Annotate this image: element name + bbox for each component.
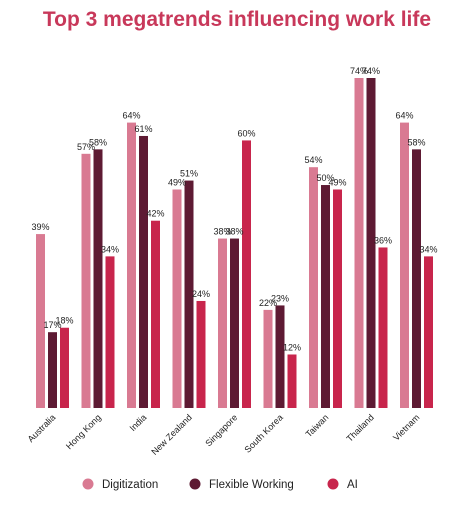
bar-new-zealand-digitization <box>172 189 182 408</box>
value-label-singapore-flexible-working: 38% <box>225 227 243 237</box>
x-tick-new-zealand: New Zealand <box>149 412 194 457</box>
x-tick-india: India <box>128 412 149 433</box>
bar-vietnam-digitization <box>400 122 409 408</box>
chart-title: Top 3 megatrends influencing work life <box>42 8 432 31</box>
bar-india-digitization <box>127 122 136 408</box>
bar-australia-flexible-working <box>48 332 57 408</box>
legend-marker-digitization <box>82 478 94 490</box>
legend: Digitization Flexible Working AI <box>82 478 358 491</box>
value-label-vietnam-ai: 34% <box>419 244 437 254</box>
bar-australia-digitization <box>36 234 45 408</box>
value-label-taiwan-flexible-working: 50% <box>316 173 334 183</box>
value-label-thailand-digitization: 74% <box>350 66 368 76</box>
value-label-south-korea-ai: 12% <box>283 342 301 352</box>
bar-south-korea-ai <box>287 354 297 408</box>
legend-label-digitization: Digitization <box>102 479 158 491</box>
x-tick-hong-kong: Hong Kong <box>64 412 103 451</box>
legend-label-flexible-working: Flexible Working <box>209 479 294 491</box>
bar-vietnam-flexible-working <box>412 149 421 408</box>
value-label-australia-ai: 18% <box>55 316 73 326</box>
bar-new-zealand-flexible-working <box>184 180 194 408</box>
value-label-thailand-ai: 36% <box>374 235 392 245</box>
value-label-australia-digitization: 39% <box>31 222 49 232</box>
bar-hong-kong-flexible-working <box>93 149 103 408</box>
value-label-india-flexible-working: 61% <box>134 124 152 134</box>
bar-australia-ai <box>60 327 69 408</box>
bar-singapore-digitization <box>218 238 227 408</box>
x-tick-australia: Australia <box>26 412 58 444</box>
value-label-south-korea-flexible-working: 23% <box>271 293 289 303</box>
value-label-singapore-ai: 60% <box>237 128 255 138</box>
legend-marker-flexible-working <box>189 478 201 490</box>
bar-south-korea-digitization <box>263 309 273 408</box>
value-label-australia-flexible-working: 17% <box>43 320 61 330</box>
x-tick-taiwan: Taiwan <box>304 412 331 439</box>
bar-hong-kong-ai <box>105 256 115 408</box>
value-label-new-zealand-ai: 24% <box>192 289 210 299</box>
value-label-south-korea-digitization: 22% <box>259 298 277 308</box>
value-label-singapore-digitization: 38% <box>213 227 231 237</box>
bar-thailand-flexible-working <box>366 78 376 408</box>
bar-singapore-flexible-working <box>230 238 239 408</box>
bar-india-ai <box>151 220 160 408</box>
x-tick-singapore: Singapore <box>203 412 239 448</box>
bar-south-korea-flexible-working <box>275 305 285 408</box>
value-label-hong-kong-ai: 34% <box>101 244 119 254</box>
bar-taiwan-ai <box>333 189 342 408</box>
value-label-india-digitization: 64% <box>122 111 140 121</box>
value-label-new-zealand-flexible-working: 51% <box>180 169 198 179</box>
legend-label-ai: AI <box>347 479 358 491</box>
bar-vietnam-ai <box>424 256 433 408</box>
x-tick-south-korea: South Korea <box>242 412 284 454</box>
value-label-hong-kong-flexible-working: 58% <box>89 137 107 147</box>
bar-taiwan-digitization <box>309 167 318 408</box>
legend-marker-ai <box>327 478 339 490</box>
bar-taiwan-flexible-working <box>321 185 330 408</box>
value-label-vietnam-flexible-working: 58% <box>407 137 425 147</box>
bar-thailand-ai <box>378 247 388 408</box>
value-label-taiwan-ai: 49% <box>328 177 346 187</box>
value-label-vietnam-digitization: 64% <box>395 111 413 121</box>
bar-india-flexible-working <box>139 135 148 409</box>
bar-thailand-digitization <box>354 78 364 408</box>
x-tick-labels-group: Australia Hong Kong India New Zealand Singap… <box>26 412 422 457</box>
value-labels-group: 39%17%18%57%58%34%64%61%42%49%51%24%38%3… <box>31 66 437 352</box>
x-tick-vietnam: Vietnam <box>391 412 421 442</box>
value-label-taiwan-digitization: 54% <box>304 155 322 165</box>
bars-group <box>36 78 433 409</box>
bar-new-zealand-ai <box>196 300 206 408</box>
bar-singapore-ai <box>242 140 251 408</box>
value-label-hong-kong-digitization: 57% <box>77 142 95 152</box>
x-tick-thailand: Thailand <box>344 412 375 443</box>
value-label-new-zealand-digitization: 49% <box>168 177 186 187</box>
bar-hong-kong-digitization <box>81 153 91 408</box>
value-label-thailand-flexible-working: 74% <box>362 66 380 76</box>
value-label-india-ai: 42% <box>146 209 164 219</box>
